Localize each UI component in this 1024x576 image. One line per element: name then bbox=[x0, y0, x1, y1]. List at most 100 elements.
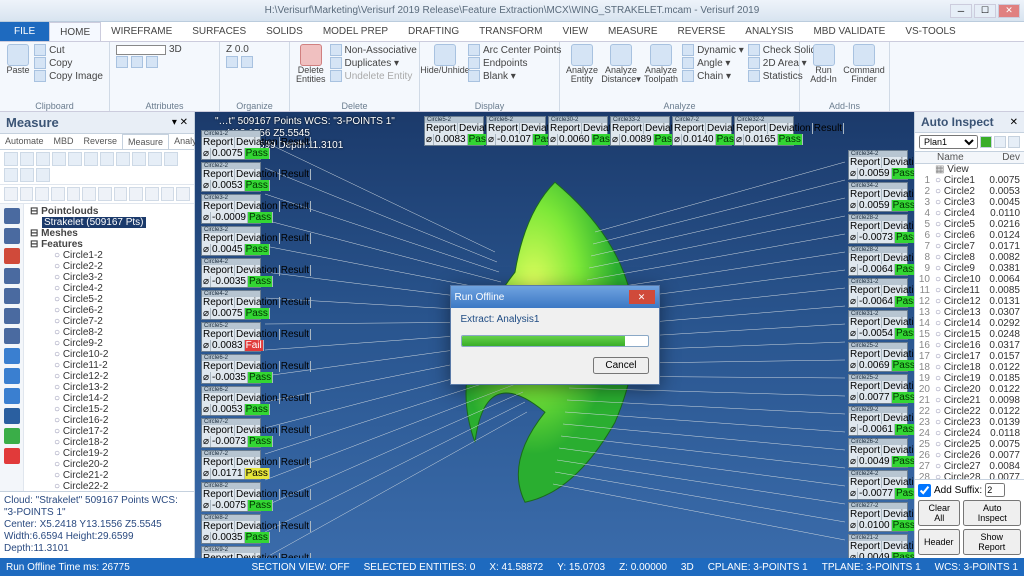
tree-item-circle[interactable]: Circle4-2 bbox=[26, 283, 192, 294]
ai-row[interactable]: 20Circle200.0122 bbox=[915, 384, 1024, 395]
tree-item-circle[interactable]: Circle22-2 bbox=[26, 481, 192, 491]
ai-row[interactable]: 1Circle10.0075 bbox=[915, 175, 1024, 186]
inspection-flag[interactable]: Circle25-2ReportDeviationResult⌀0.0077Pa… bbox=[848, 374, 908, 404]
tree-item-circle[interactable]: Circle13-2 bbox=[26, 382, 192, 393]
menu-tab-analysis[interactable]: ANALYSIS bbox=[735, 22, 803, 41]
tree-item-circle[interactable]: Circle18-2 bbox=[26, 437, 192, 448]
ai-row[interactable]: 8Circle80.0082 bbox=[915, 252, 1024, 263]
copy-button[interactable]: Copy bbox=[34, 57, 103, 69]
menu-tab-vs-tools[interactable]: VS-TOOLS bbox=[895, 22, 965, 41]
delete-entities-button[interactable]: Delete Entities bbox=[296, 44, 326, 84]
tree-item-circle[interactable]: Circle6-2 bbox=[26, 305, 192, 316]
inspection-flag[interactable]: Circle28-2ReportDeviationResult⌀-0.0073P… bbox=[848, 214, 908, 244]
ai-row[interactable]: 4Circle40.0110 bbox=[915, 208, 1024, 219]
inspection-flag[interactable]: Circle3-2ReportDeviationResult⌀-0.0009Pa… bbox=[201, 194, 261, 224]
ai-row[interactable]: 19Circle190.0185 bbox=[915, 373, 1024, 384]
file-menu[interactable]: FILE bbox=[0, 22, 49, 41]
tree-item-circle[interactable]: Circle19-2 bbox=[26, 448, 192, 459]
paste-button[interactable]: Paste bbox=[6, 44, 30, 75]
dialog-close-button[interactable]: ✕ bbox=[629, 290, 655, 304]
menu-tab-mbd validate[interactable]: MBD VALIDATE bbox=[803, 22, 895, 41]
inspection-flag[interactable]: Circle25-2ReportDeviationResult⌀0.0069Pa… bbox=[848, 342, 908, 372]
ai-row[interactable]: 5Circle50.0216 bbox=[915, 219, 1024, 230]
menu-tab-drafting[interactable]: DRAFTING bbox=[398, 22, 469, 41]
inspection-flag[interactable]: Circle8-2ReportDeviationResult⌀-0.0075Pa… bbox=[201, 482, 261, 512]
inspection-flag[interactable]: Circle31-2ReportDeviationResult⌀-0.0064P… bbox=[848, 278, 908, 308]
ai-row[interactable]: 10Circle100.0064 bbox=[915, 274, 1024, 285]
tree-item-circle[interactable]: Circle5-2 bbox=[26, 294, 192, 305]
settings-icon[interactable] bbox=[1008, 136, 1020, 148]
tree-item-circle[interactable]: Circle2-2 bbox=[26, 261, 192, 272]
panel-menu-icon[interactable]: ▾ ✕ bbox=[172, 117, 188, 128]
inspection-flag[interactable]: Circle2-2ReportDeviationResult⌀0.0053Pas… bbox=[201, 162, 261, 192]
add-suffix-check[interactable] bbox=[918, 484, 931, 497]
feature-tree[interactable]: ⊟ Pointclouds Strakelet (509167 Pts) ⊟ M… bbox=[24, 204, 194, 491]
inspection-flag[interactable]: Circle30-2ReportDeviationResult⌀0.0060Pa… bbox=[548, 116, 608, 146]
close-button[interactable]: ✕ bbox=[998, 4, 1020, 18]
ai-row[interactable]: 21Circle210.0098 bbox=[915, 395, 1024, 406]
ai-row[interactable]: 6Circle60.0124 bbox=[915, 230, 1024, 241]
inspection-flag[interactable]: Circle7-2ReportDeviationResult⌀-0.0073Pa… bbox=[201, 418, 261, 448]
ai-row[interactable]: 3Circle30.0045 bbox=[915, 197, 1024, 208]
tree-item-circle[interactable]: Circle7-2 bbox=[26, 316, 192, 327]
inspection-flag[interactable]: Circle31-2ReportDeviationResult⌀-0.0054P… bbox=[848, 310, 908, 340]
inspection-flag[interactable]: Circle8-2ReportDeviationResult⌀0.0035Pas… bbox=[201, 514, 261, 544]
suffix-input[interactable] bbox=[985, 483, 1005, 497]
menu-tab-reverse[interactable]: REVERSE bbox=[668, 22, 736, 41]
inspection-flag[interactable]: Circle34-2ReportDeviationResult⌀0.0059Pa… bbox=[848, 150, 908, 180]
menu-tab-model prep[interactable]: MODEL PREP bbox=[313, 22, 398, 41]
tree-item-circle[interactable]: Circle20-2 bbox=[26, 459, 192, 470]
clear-all-button[interactable]: Clear All bbox=[918, 500, 960, 526]
cancel-button[interactable]: Cancel bbox=[593, 357, 648, 374]
header-button[interactable]: Header bbox=[918, 529, 960, 555]
menu-tab-view[interactable]: VIEW bbox=[552, 22, 598, 41]
tree-item-circle[interactable]: Circle16-2 bbox=[26, 415, 192, 426]
hide-unhide-button[interactable]: Hide/Unhide bbox=[426, 44, 464, 75]
inspection-flag[interactable]: Circle28-2ReportDeviationResult⌀-0.0064P… bbox=[848, 246, 908, 276]
minimize-button[interactable]: ─ bbox=[950, 4, 972, 18]
tree-item-circle[interactable]: Circle12-2 bbox=[26, 371, 192, 382]
show-report-button[interactable]: Show Report bbox=[963, 529, 1021, 555]
tree-item-circle[interactable]: Circle10-2 bbox=[26, 349, 192, 360]
inspection-flag[interactable]: Circle24-2ReportDeviationResult⌀-0.0077P… bbox=[848, 470, 908, 500]
inspection-flag[interactable]: Circle33-2ReportDeviationResult⌀0.0089Pa… bbox=[610, 116, 670, 146]
inspection-flag[interactable]: Circle5-2ReportDeviationResult⌀0.0083Fai… bbox=[201, 322, 261, 352]
inspection-flag[interactable]: Circle27-2ReportDeviationResult⌀0.0100Pa… bbox=[848, 502, 908, 532]
menu-tab-measure[interactable]: MEASURE bbox=[598, 22, 667, 41]
inspection-flag[interactable]: Circle4-2ReportDeviationResult⌀-0.0035Pa… bbox=[201, 258, 261, 288]
ai-row[interactable]: 17Circle170.0157 bbox=[915, 351, 1024, 362]
menu-tab-home[interactable]: HOME bbox=[49, 22, 101, 41]
ai-row[interactable]: 11Circle110.0085 bbox=[915, 285, 1024, 296]
ai-row[interactable]: 7Circle70.0171 bbox=[915, 241, 1024, 252]
ai-row[interactable]: View bbox=[915, 164, 1024, 175]
tree-item-circle[interactable]: Circle15-2 bbox=[26, 404, 192, 415]
ai-row[interactable]: 12Circle120.0131 bbox=[915, 296, 1024, 307]
tree-item-circle[interactable]: Circle14-2 bbox=[26, 393, 192, 404]
inspection-flag[interactable]: Circle7-2ReportDeviationResult⌀0.0171Pas… bbox=[201, 450, 261, 480]
menu-tab-transform[interactable]: TRANSFORM bbox=[469, 22, 552, 41]
ai-row[interactable]: 27Circle270.0084 bbox=[915, 461, 1024, 472]
inspection-flag[interactable]: Circle6-2ReportDeviationResult⌀0.0053Pas… bbox=[201, 386, 261, 416]
ai-row[interactable]: 18Circle180.0122 bbox=[915, 362, 1024, 373]
inspection-flag[interactable]: Circle9-2ReportDeviationResult⌀0.0040Pas… bbox=[201, 546, 261, 558]
ai-row[interactable]: 16Circle160.0317 bbox=[915, 340, 1024, 351]
ai-row[interactable]: 13Circle130.0307 bbox=[915, 307, 1024, 318]
inspection-flag[interactable]: Circle26-2ReportDeviationResult⌀0.0049Pa… bbox=[848, 438, 908, 468]
tree-item-circle[interactable]: Circle21-2 bbox=[26, 470, 192, 481]
ai-row[interactable]: 22Circle220.0122 bbox=[915, 406, 1024, 417]
viewport-3d[interactable]: "…t" 509167 Points WCS: "3-POINTS 1"… Y1… bbox=[195, 112, 914, 558]
ai-row[interactable]: 28Circle280.0077 bbox=[915, 472, 1024, 479]
ai-row[interactable]: 14Circle140.0292 bbox=[915, 318, 1024, 329]
tree-item-circle[interactable]: Circle8-2 bbox=[26, 327, 192, 338]
maximize-button[interactable]: ☐ bbox=[974, 4, 996, 18]
inspection-flag[interactable]: Circle5-2ReportDeviationResult⌀0.0083Pas… bbox=[424, 116, 484, 146]
tree-item-circle[interactable]: Circle1-2 bbox=[26, 250, 192, 261]
inspection-flag[interactable]: Circle34-2ReportDeviationResult⌀0.0059Pa… bbox=[848, 182, 908, 212]
ai-row[interactable]: 25Circle250.0075 bbox=[915, 439, 1024, 450]
inspection-flag[interactable]: Circle7-2ReportDeviationResult⌀0.0140Pas… bbox=[672, 116, 732, 146]
tree-item-circle[interactable]: Circle3-2 bbox=[26, 272, 192, 283]
tree-item-circle[interactable]: Circle9-2 bbox=[26, 338, 192, 349]
inspection-flag[interactable]: Circle3-2ReportDeviationResult⌀0.0045Pas… bbox=[201, 226, 261, 256]
inspection-flag[interactable]: Circle6-2ReportDeviationResult⌀-0.0107Pa… bbox=[486, 116, 546, 146]
menu-tab-wireframe[interactable]: WIREFRAME bbox=[101, 22, 182, 41]
